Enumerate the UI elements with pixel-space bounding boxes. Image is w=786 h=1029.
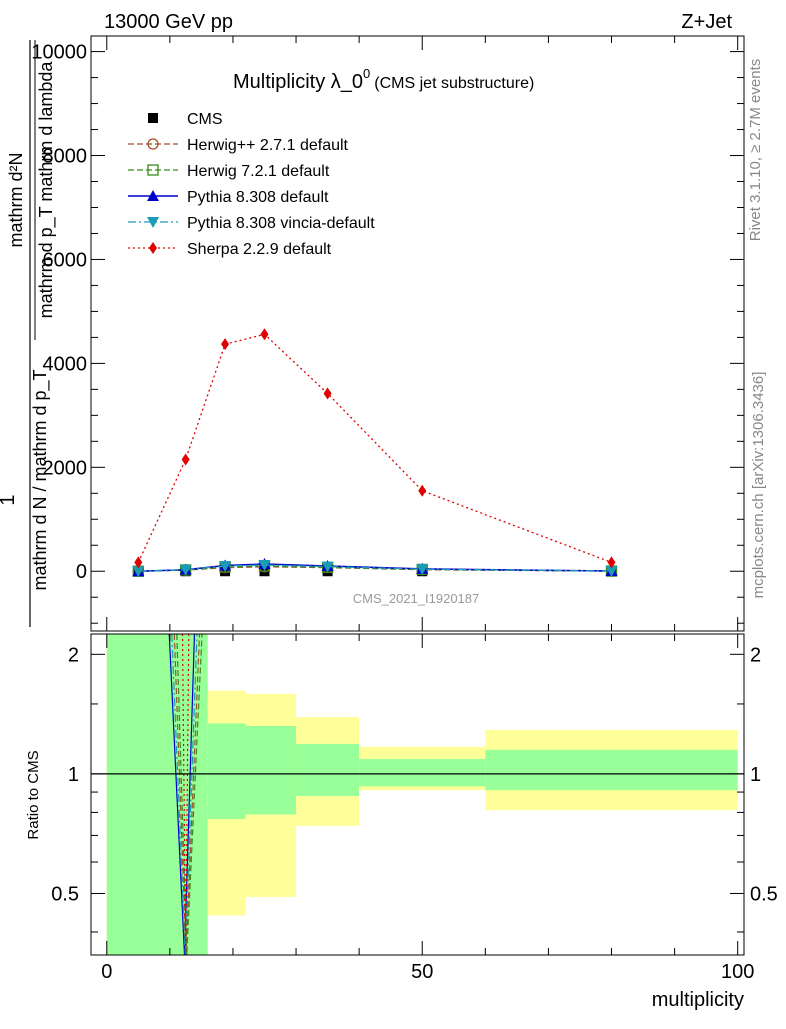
x-tick-label: 50 — [411, 961, 433, 983]
y-tick-label: 10000 — [31, 42, 87, 64]
series-5 — [134, 328, 616, 569]
rivet-label: Rivet 3.1.10, ≥ 2.7M events — [747, 59, 764, 242]
ratio-spike-line — [176, 633, 203, 956]
data-point-triangle-down — [258, 560, 271, 572]
y-tick-label: 6000 — [43, 249, 88, 271]
data-point-diamond — [260, 328, 269, 341]
data-point-diamond — [134, 556, 143, 569]
legend-item: Pythia 8.308 vincia-default — [128, 215, 375, 232]
legend-item: Herwig++ 2.7.1 default — [128, 137, 349, 154]
ratio-y-tick-label-right: 0.5 — [750, 883, 778, 905]
uncertainty-band-green — [207, 723, 246, 819]
data-point-open-square — [147, 164, 159, 176]
process-label: Z+Jet — [681, 11, 732, 33]
x-axis-label: multiplicity — [652, 989, 744, 1011]
uncertainty-band-green — [485, 749, 738, 791]
data-point-triangle-up — [147, 190, 159, 201]
data-point-diamond — [607, 556, 616, 569]
legend-item: CMS — [148, 111, 223, 128]
data-point-triangle-down — [605, 566, 618, 578]
main-plot-series — [132, 328, 618, 578]
legend-label: Herwig 7.2.1 default — [187, 163, 330, 180]
ratio-y-tick-label-right: 2 — [750, 644, 761, 666]
data-point-triangle-down — [147, 217, 159, 228]
data-point-triangle-down — [321, 561, 334, 573]
ratio-y-tick-label-right: 1 — [750, 764, 761, 786]
data-point-diamond — [149, 242, 157, 254]
ratio-ticks: 0.5 0.5 1 1 2 2 0 50 100 — [51, 634, 778, 983]
legend: CMS Herwig++ 2.7.1 default Herwig 7.2.1 de… — [128, 111, 375, 258]
legend-label: Pythia 8.308 default — [187, 189, 329, 206]
y-tick-label: 2000 — [43, 457, 88, 479]
data-point-open-circle — [147, 138, 159, 150]
x-tick-label: 100 — [721, 961, 754, 983]
y-axis-label: 1 1 mathrm d²N mathrm d p_T mathrm d lam… — [0, 40, 57, 627]
y-label-numerator: mathrm d²N — [6, 152, 26, 247]
data-point-triangle-down — [179, 564, 192, 576]
chart-title-main: Multiplicity λ_0 — [233, 71, 363, 93]
mcplots-label: mcplots.cern.ch [arXiv:1306.3436] — [750, 372, 767, 599]
main-plot-frame — [90, 35, 745, 632]
legend-label: CMS — [187, 111, 223, 128]
legend-label: Herwig++ 2.7.1 default — [187, 137, 349, 154]
legend-label: Pythia 8.308 vincia-default — [187, 215, 375, 232]
series-4 — [132, 560, 618, 578]
y-tick-label: 0 — [76, 561, 87, 583]
data-point-square — [148, 113, 158, 123]
data-point-diamond — [323, 387, 332, 400]
uncertainty-band-green — [245, 725, 297, 815]
legend-item: Herwig 7.2.1 default — [128, 163, 330, 180]
energy-label: 13000 GeV pp — [104, 11, 233, 33]
x-tick-label: 0 — [101, 961, 112, 983]
ratio-bands — [106, 634, 738, 955]
data-point-triangle-down — [219, 561, 232, 573]
legend-label: Sherpa 2.2.9 default — [187, 241, 332, 258]
main-plot-ticks: 0 2000 4000 6000 8000 10000 — [31, 36, 744, 631]
chart-subtitle: (CMS jet substructure) — [374, 75, 534, 92]
legend-item: Pythia 8.308 default — [128, 189, 329, 206]
data-point-diamond — [181, 453, 190, 466]
chart-title-superscript: 0 — [363, 66, 370, 81]
data-point-triangle-down — [416, 564, 429, 576]
data-point-triangle-down — [132, 566, 145, 578]
ratio-y-tick-label: 0.5 — [51, 883, 79, 905]
y-label-lower: mathrm d N / mathrm d p_T — [30, 369, 51, 590]
ratio-plot-frame — [90, 633, 745, 956]
data-point-diamond — [221, 338, 230, 351]
data-point-diamond — [418, 484, 427, 497]
y-tick-label: 8000 — [43, 146, 88, 168]
uncertainty-band-green — [359, 759, 486, 787]
uncertainty-band-green — [296, 743, 360, 796]
y-label-denominator: mathrm d p_T mathrm d lambda — [36, 61, 57, 319]
ratio-y-label: Ratio to CMS — [25, 750, 42, 839]
y-label-one: 1 — [0, 494, 19, 505]
ratio-y-tick-label: 1 — [68, 764, 79, 786]
y-tick-label: 4000 — [43, 353, 88, 375]
legend-item: Sherpa 2.2.9 default — [128, 241, 332, 258]
ratio-spike-line — [173, 633, 201, 956]
analysis-watermark: CMS_2021_I1920187 — [353, 591, 480, 606]
ratio-y-tick-label: 2 — [68, 644, 79, 666]
chart-title: Multiplicity λ_00 (CMS jet substructure) — [233, 66, 534, 93]
